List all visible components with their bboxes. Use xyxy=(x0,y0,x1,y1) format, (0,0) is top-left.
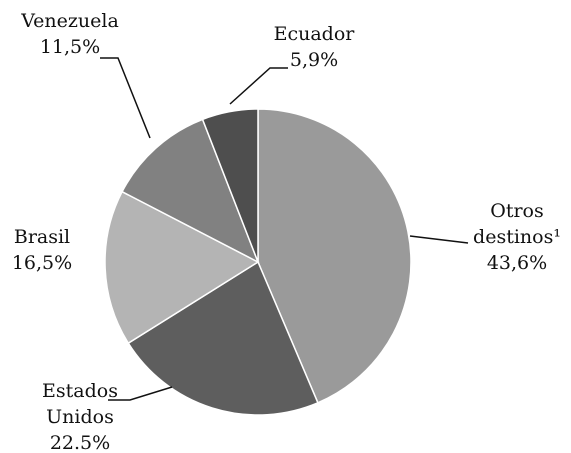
category-label: Venezuela xyxy=(21,10,119,32)
category-label: Otros destinos¹ xyxy=(473,200,561,248)
leader-line xyxy=(409,235,469,244)
category-label: Estados Unidos xyxy=(42,380,118,428)
pie-slice xyxy=(127,260,319,416)
pie-slice xyxy=(121,118,260,264)
slice-label: Estados Unidos 22.5% xyxy=(20,378,140,453)
value-label: 43,6% xyxy=(486,252,548,274)
pie-slice xyxy=(257,108,412,404)
slice-label: Venezuela 11,5% xyxy=(10,8,130,60)
slice-label: Otros destinos¹ 43,6% xyxy=(462,198,571,276)
leader-line xyxy=(100,57,151,139)
value-label: 5,9% xyxy=(289,49,339,71)
leader-line xyxy=(229,67,288,105)
category-label: Ecuador xyxy=(273,23,355,45)
category-label: Brasil xyxy=(13,226,71,248)
pie-slice xyxy=(201,108,259,263)
slice-label: Brasil 16,5% xyxy=(0,224,84,276)
value-label: 22.5% xyxy=(49,432,111,453)
value-label: 16,5% xyxy=(11,252,73,274)
pie-slice xyxy=(104,190,260,345)
value-label: 11,5% xyxy=(39,36,101,58)
slice-label: Ecuador 5,9% xyxy=(256,21,372,73)
leader-line xyxy=(108,386,173,401)
